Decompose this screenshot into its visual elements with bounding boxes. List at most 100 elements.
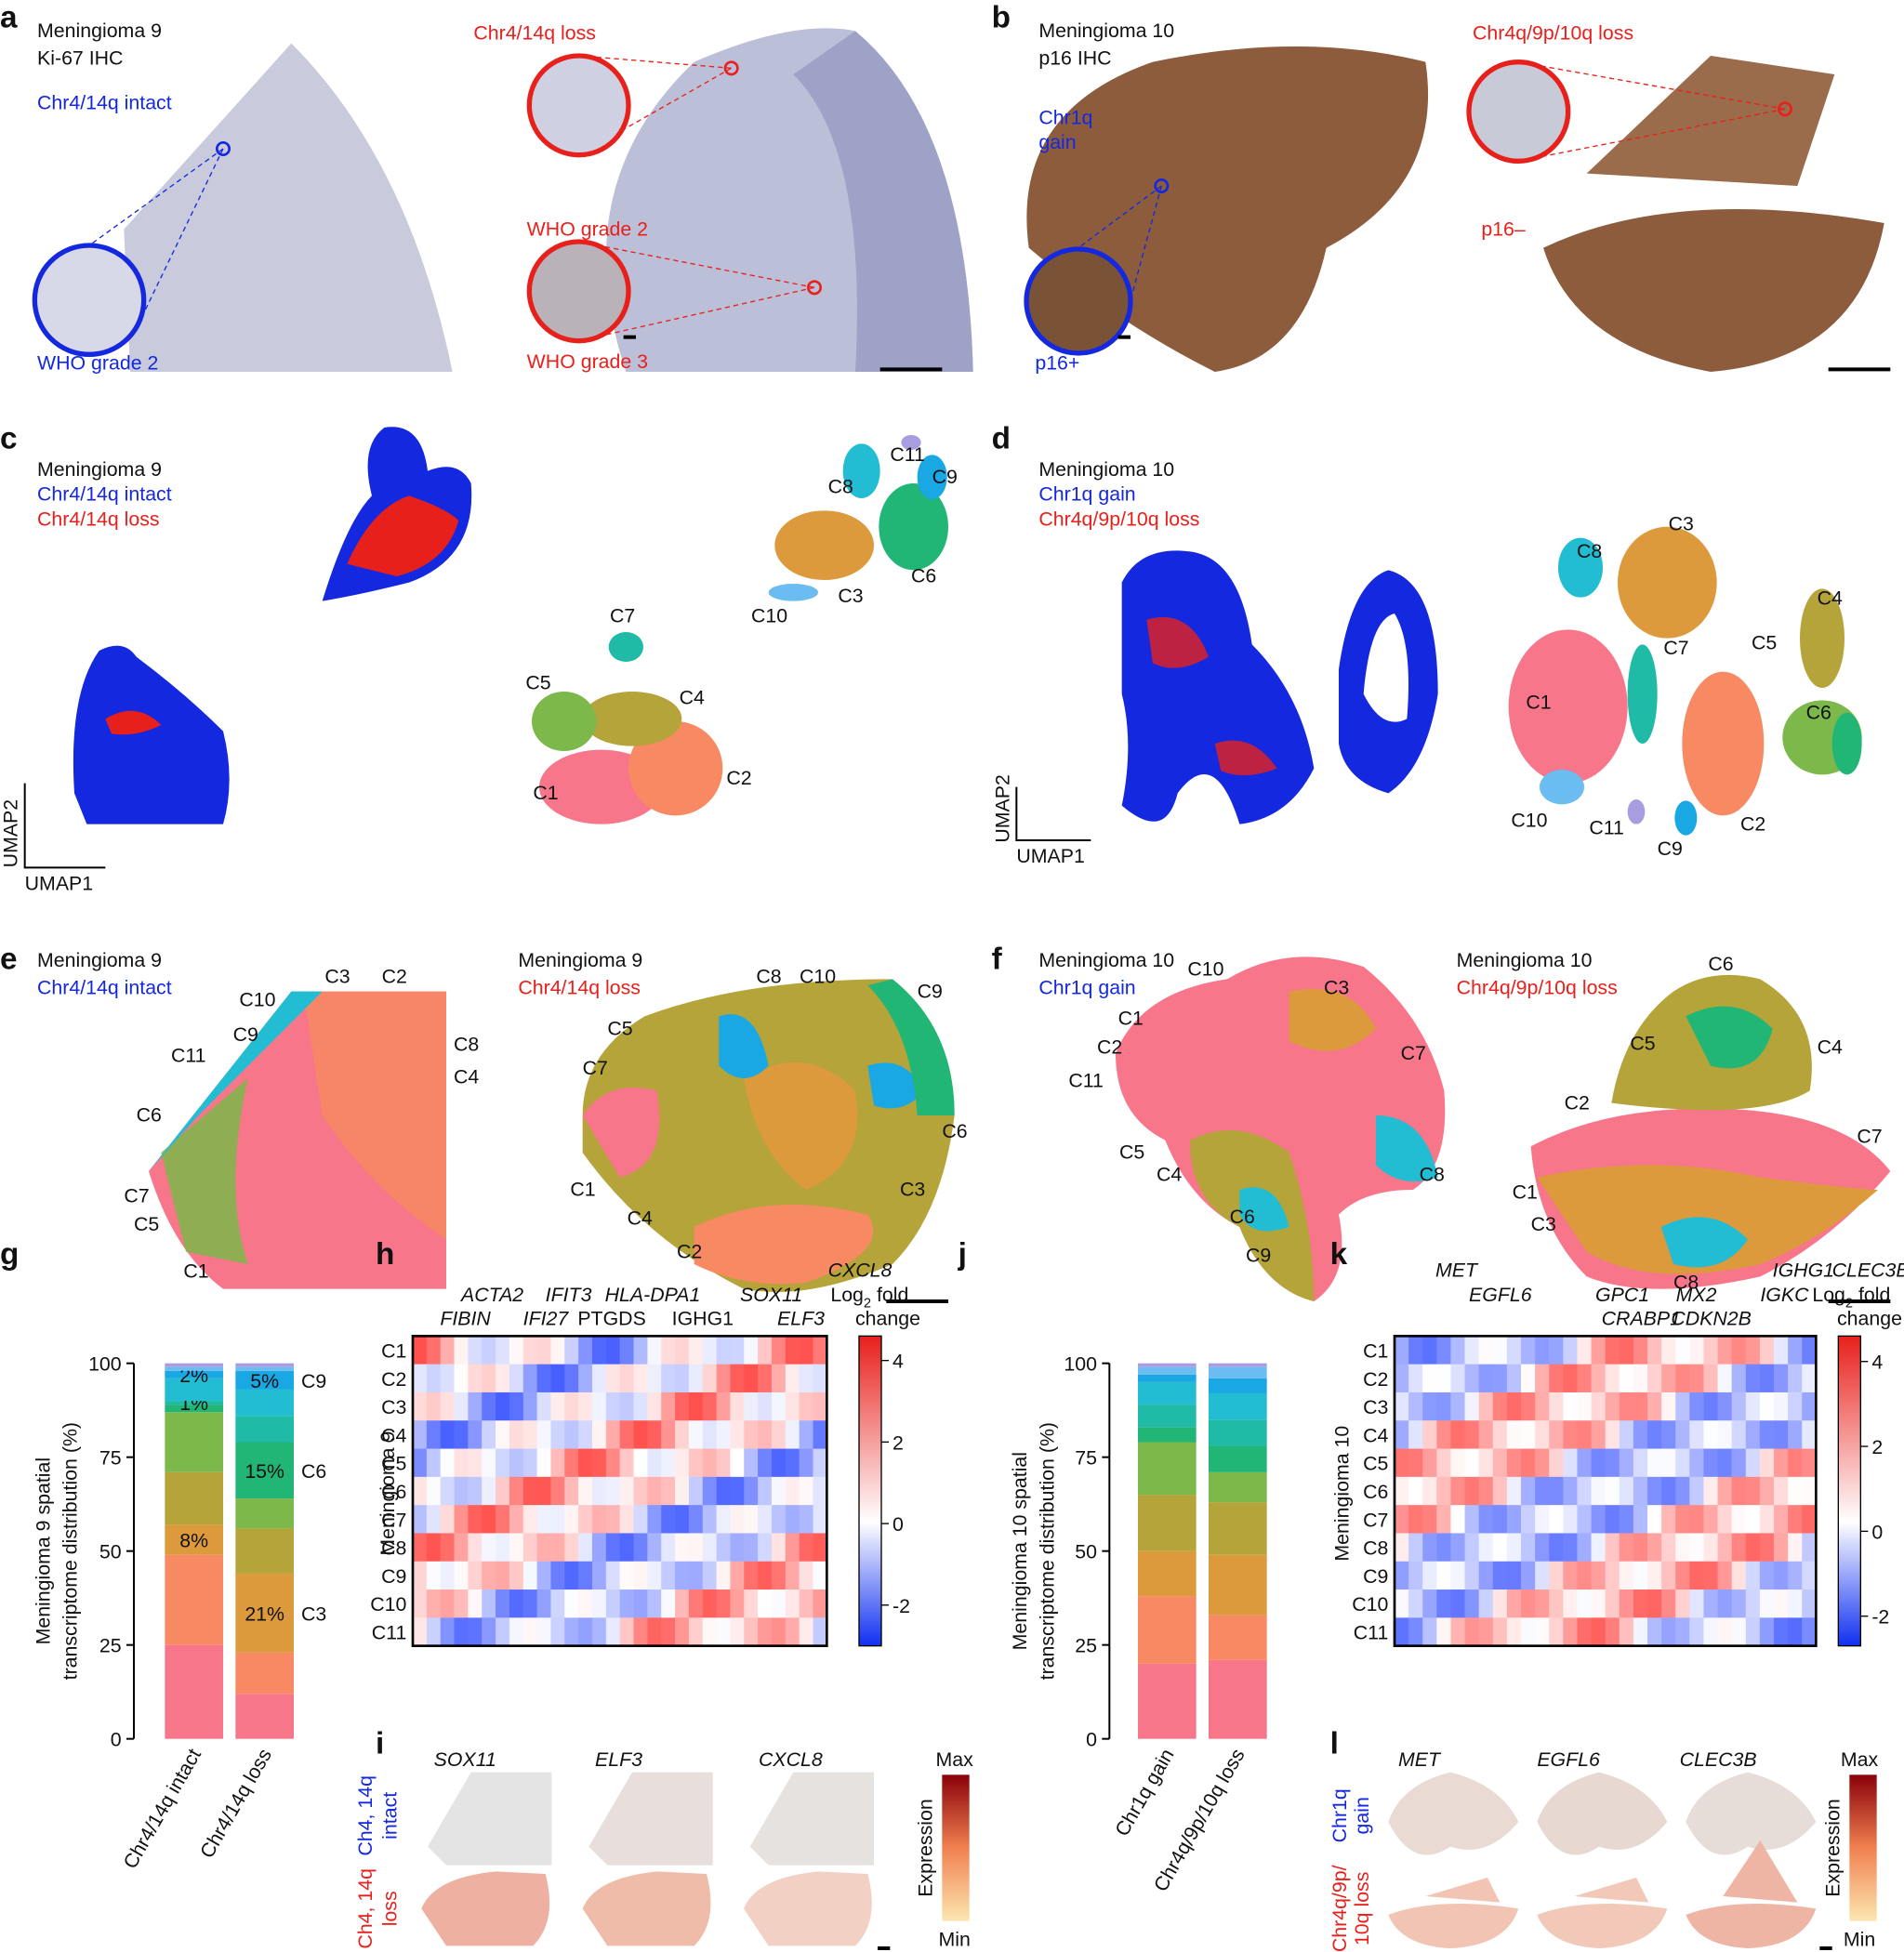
gene-label: ACTA2 <box>459 1284 523 1306</box>
heatmap-cell <box>1802 1364 1817 1393</box>
cluster-label: C6 <box>1708 953 1733 975</box>
heatmap-cell <box>1717 1617 1733 1647</box>
heatmap-cell <box>1788 1420 1803 1450</box>
heatmap-cell <box>605 1476 621 1506</box>
heatmap-cell <box>1619 1533 1634 1563</box>
heatmap-cell <box>702 1336 718 1365</box>
heatmap-cell <box>1478 1391 1494 1421</box>
heatmap-cell <box>661 1533 676 1563</box>
heatmap-cell <box>702 1420 718 1450</box>
heatmap-cell <box>482 1561 496 1590</box>
heatmap-cell <box>1549 1561 1564 1590</box>
spatial-region <box>1239 1115 1438 1232</box>
heatmap-cell <box>799 1364 814 1393</box>
heatmap-cell <box>426 1420 442 1450</box>
heatmap-cell <box>1591 1420 1606 1450</box>
gene-label: ELF3 <box>595 1748 642 1771</box>
heatmap-cell <box>1464 1476 1480 1506</box>
heatmap-cell <box>647 1476 662 1506</box>
bar-segment <box>1138 1550 1197 1597</box>
heatmap-cell <box>771 1589 787 1619</box>
umap-cluster <box>1831 712 1862 775</box>
heatmap-cell <box>1478 1561 1494 1590</box>
heatmap-cell <box>1774 1505 1789 1535</box>
heatmap-cell <box>564 1505 579 1535</box>
heatmap-cell <box>1619 1561 1634 1590</box>
cluster-label: C3 <box>838 585 863 607</box>
heatmap-cell <box>1731 1391 1747 1421</box>
thumbnail <box>1388 1878 1519 1948</box>
heatmap-cell <box>468 1336 483 1365</box>
row-label: C1 <box>1363 1339 1388 1362</box>
umap-cluster <box>1508 629 1628 784</box>
heatmap-cell <box>1492 1336 1508 1365</box>
heatmap-cell <box>496 1589 510 1619</box>
heatmap-cell <box>1759 1561 1775 1590</box>
bar-segment <box>1209 1502 1267 1555</box>
heatmap-cell <box>496 1336 510 1365</box>
heatmap-cell <box>509 1589 524 1619</box>
bar-segment <box>235 1498 294 1529</box>
heatmap-cell <box>1422 1533 1437 1563</box>
heatmap-cell <box>1647 1533 1662 1563</box>
heatmap-cell <box>1689 1420 1705 1450</box>
gene-label: FIBIN <box>440 1307 491 1329</box>
group-label: Chr1q gain <box>1038 483 1135 506</box>
cluster-label: C5 <box>134 1213 159 1235</box>
heatmap-cell <box>1633 1617 1648 1647</box>
heatmap-cell <box>591 1505 607 1535</box>
cluster-label: C3 <box>324 965 350 987</box>
heatmap-cell <box>413 1364 428 1393</box>
heatmap-cell <box>1619 1391 1634 1421</box>
heatmap-cell <box>1549 1364 1564 1393</box>
panel-letter: h <box>376 1237 394 1272</box>
heatmap-cell <box>1478 1505 1494 1535</box>
heatmap-cell <box>647 1617 662 1647</box>
heatmap-cell <box>730 1448 745 1478</box>
heatmap-cell <box>675 1420 690 1450</box>
heatmap-cell <box>468 1617 483 1647</box>
heatmap-cell <box>1535 1364 1550 1393</box>
tissue <box>1586 56 1835 186</box>
legend-min: Min <box>938 1928 970 1950</box>
heatmap-cell <box>1647 1476 1662 1506</box>
cluster-label: C3 <box>1531 1213 1556 1235</box>
heatmap-cell <box>1450 1391 1466 1421</box>
heatmap-cell <box>482 1505 496 1535</box>
spatial-region <box>744 1062 858 1190</box>
heatmap-cell <box>1395 1617 1409 1647</box>
heatmap-cell <box>744 1336 759 1365</box>
bar-segment <box>165 1412 223 1472</box>
heatmap-cell <box>564 1561 579 1590</box>
heatmap-cell <box>1422 1420 1437 1450</box>
gene-label: SOX11 <box>434 1748 496 1771</box>
heatmap-cell <box>591 1617 607 1647</box>
heatmap-cell <box>771 1617 787 1647</box>
heatmap-cell <box>675 1364 690 1393</box>
heatmap-cell <box>1577 1533 1593 1563</box>
heatmap-cell <box>1731 1533 1747 1563</box>
heatmap-cell <box>1633 1448 1648 1478</box>
heatmap-cell <box>785 1505 800 1535</box>
heatmap-cell <box>1745 1561 1761 1590</box>
heatmap-cell <box>1521 1448 1536 1478</box>
heatmap-cell <box>536 1617 552 1647</box>
heatmap-cell <box>1591 1561 1606 1590</box>
heatmap-cell <box>1605 1617 1620 1647</box>
heatmap-cell <box>1802 1533 1817 1563</box>
heatmap-cell <box>413 1336 428 1365</box>
spatial-region <box>1686 1006 1773 1069</box>
heatmap-cell <box>1675 1505 1690 1535</box>
heatmap-cell <box>1591 1589 1606 1619</box>
heatmap-cell <box>1661 1561 1676 1590</box>
heatmap-cell <box>1436 1505 1452 1535</box>
heatmap-cell <box>702 1589 718 1619</box>
heatmap-cell <box>702 1448 718 1478</box>
zoom-line <box>1518 61 1786 110</box>
heatmap-cell <box>1535 1476 1550 1506</box>
legend-text: Log <box>830 1284 864 1306</box>
heatmap-cell <box>496 1391 510 1421</box>
heatmap-cell <box>633 1420 649 1450</box>
heatmap-cell <box>1647 1364 1662 1393</box>
heatmap-cell <box>1450 1533 1466 1563</box>
